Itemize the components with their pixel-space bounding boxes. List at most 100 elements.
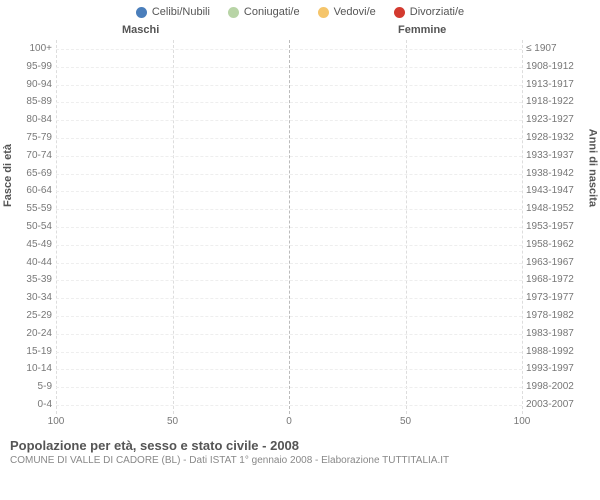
- male-half: [56, 147, 289, 165]
- birth-label: 1973-1977: [526, 292, 588, 303]
- age-row: 40-441963-1967: [56, 254, 522, 272]
- male-half: [56, 111, 289, 129]
- age-label: 15-19: [14, 346, 52, 357]
- legend-item: Divorziati/e: [394, 6, 464, 18]
- age-row: 65-691938-1942: [56, 165, 522, 183]
- swatch-icon: [228, 7, 239, 18]
- male-half: [56, 182, 289, 200]
- footer: Popolazione per età, sesso e stato civil…: [0, 432, 600, 466]
- female-half: [289, 129, 522, 147]
- female-half: [289, 165, 522, 183]
- birth-label: 1928-1932: [526, 132, 588, 143]
- legend-item: Celibi/Nubili: [136, 6, 210, 18]
- male-half: [56, 307, 289, 325]
- age-label: 30-34: [14, 292, 52, 303]
- age-label: 75-79: [14, 132, 52, 143]
- birth-label: 1968-1972: [526, 274, 588, 285]
- xaxis: 10050050100: [56, 416, 522, 430]
- female-half: [289, 254, 522, 272]
- male-half: [56, 236, 289, 254]
- age-row: 10-141993-1997: [56, 360, 522, 378]
- swatch-icon: [318, 7, 329, 18]
- male-half: [56, 289, 289, 307]
- legend-label: Coniugati/e: [244, 6, 300, 18]
- legend-label: Vedovi/e: [334, 6, 376, 18]
- female-half: [289, 218, 522, 236]
- chart-subtitle: COMUNE DI VALLE DI CADORE (BL) - Dati IS…: [10, 455, 590, 466]
- age-label: 5-9: [14, 381, 52, 392]
- male-half: [56, 343, 289, 361]
- male-half: [56, 76, 289, 94]
- birth-label: 1933-1937: [526, 150, 588, 161]
- age-row: 85-891918-1922: [56, 93, 522, 111]
- male-half: [56, 93, 289, 111]
- female-half: [289, 360, 522, 378]
- female-half: [289, 147, 522, 165]
- female-half: [289, 343, 522, 361]
- age-label: 50-54: [14, 221, 52, 232]
- age-row: 0-42003-2007: [56, 396, 522, 414]
- birth-label: 1913-1917: [526, 79, 588, 90]
- birth-label: 1943-1947: [526, 185, 588, 196]
- female-half: [289, 58, 522, 76]
- female-half: [289, 236, 522, 254]
- header-maschi: Maschi: [122, 24, 159, 36]
- legend-label: Divorziati/e: [410, 6, 464, 18]
- age-label: 80-84: [14, 114, 52, 125]
- male-half: [56, 58, 289, 76]
- age-row: 5-91998-2002: [56, 378, 522, 396]
- male-half: [56, 254, 289, 272]
- birth-label: 1963-1967: [526, 257, 588, 268]
- age-row: 25-291978-1982: [56, 307, 522, 325]
- chart-title: Popolazione per età, sesso e stato civil…: [10, 438, 590, 453]
- female-half: [289, 76, 522, 94]
- female-half: [289, 307, 522, 325]
- legend: Celibi/Nubili Coniugati/e Vedovi/e Divorzia…: [0, 0, 600, 22]
- age-row: 60-641943-1947: [56, 182, 522, 200]
- birth-label: 1923-1927: [526, 114, 588, 125]
- age-label: 40-44: [14, 257, 52, 268]
- age-label: 100+: [14, 43, 52, 54]
- male-half: [56, 378, 289, 396]
- xtick: 50: [400, 416, 411, 427]
- age-row: 15-191988-1992: [56, 343, 522, 361]
- legend-item: Coniugati/e: [228, 6, 300, 18]
- birth-label: 1938-1942: [526, 168, 588, 179]
- male-half: [56, 271, 289, 289]
- female-half: [289, 200, 522, 218]
- male-half: [56, 40, 289, 58]
- male-half: [56, 165, 289, 183]
- age-label: 55-59: [14, 203, 52, 214]
- female-half: [289, 182, 522, 200]
- swatch-icon: [394, 7, 405, 18]
- ylabel-age: Fasce di età: [2, 144, 14, 207]
- male-half: [56, 396, 289, 414]
- xtick: 100: [514, 416, 531, 427]
- age-row: 80-841923-1927: [56, 111, 522, 129]
- birth-label: 1983-1987: [526, 328, 588, 339]
- birth-label: 2003-2007: [526, 399, 588, 410]
- age-row: 30-341973-1977: [56, 289, 522, 307]
- female-half: [289, 40, 522, 58]
- female-half: [289, 93, 522, 111]
- age-label: 25-29: [14, 310, 52, 321]
- age-label: 90-94: [14, 79, 52, 90]
- female-half: [289, 111, 522, 129]
- age-row: 95-991908-1912: [56, 58, 522, 76]
- chart: Maschi Femmine Fasce di età Anni di nasc…: [0, 22, 600, 432]
- age-label: 85-89: [14, 96, 52, 107]
- birth-label: 1958-1962: [526, 239, 588, 250]
- birth-label: 1908-1912: [526, 61, 588, 72]
- age-label: 20-24: [14, 328, 52, 339]
- birth-label: 1978-1982: [526, 310, 588, 321]
- legend-label: Celibi/Nubili: [152, 6, 210, 18]
- rows: 100+≤ 190795-991908-191290-941913-191785…: [56, 40, 522, 414]
- male-half: [56, 200, 289, 218]
- swatch-icon: [136, 7, 147, 18]
- age-row: 35-391968-1972: [56, 271, 522, 289]
- birth-label: 1998-2002: [526, 381, 588, 392]
- birth-label: 1988-1992: [526, 346, 588, 357]
- female-half: [289, 378, 522, 396]
- age-label: 35-39: [14, 274, 52, 285]
- female-half: [289, 289, 522, 307]
